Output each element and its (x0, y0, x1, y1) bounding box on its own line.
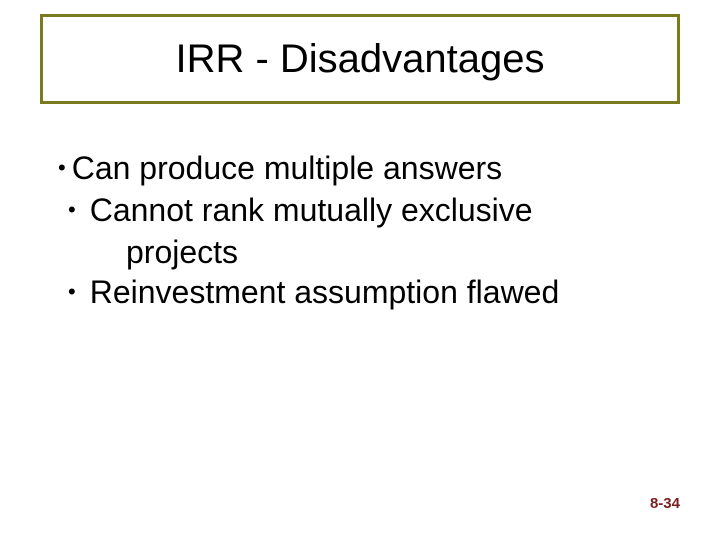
slide-title: IRR - Disadvantages (175, 37, 544, 82)
bullet-text: Can produce multiple answers (72, 148, 502, 188)
bullet-text: Reinvestment assumption flawed (90, 272, 560, 312)
list-item: • Reinvestment assumption flawed (58, 272, 678, 312)
bullet-text: Cannot rank mutually exclusive (90, 190, 533, 230)
list-item: • Cannot rank mutually exclusive (58, 190, 678, 230)
list-item: • Can produce multiple answers (58, 148, 678, 188)
bullet-icon: • (58, 148, 66, 188)
bullet-list: • Can produce multiple answers • Cannot … (58, 148, 678, 314)
bullet-icon: • (68, 190, 76, 230)
title-box: IRR - Disadvantages (40, 14, 680, 104)
bullet-continuation: projects (126, 232, 678, 272)
page-number: 8-34 (650, 495, 680, 512)
bullet-icon: • (68, 272, 76, 312)
